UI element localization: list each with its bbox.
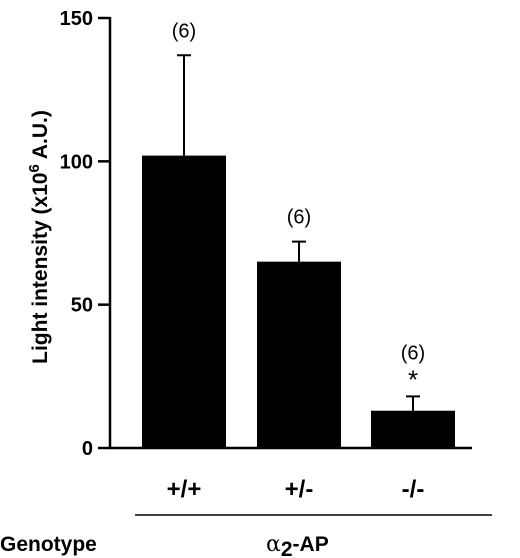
y-axis-label: Light intensity (x106 A.U.) — [26, 110, 52, 364]
category-label: -/- — [402, 476, 425, 503]
sample-size-label: (6) — [172, 20, 196, 42]
category-label: +/+ — [167, 476, 202, 503]
category-label: +/- — [285, 476, 314, 503]
sample-size-label: (6) — [401, 342, 425, 364]
sample-size-label: (6) — [287, 207, 311, 229]
x-categories: +/+ +/- -/- — [167, 476, 425, 503]
annotations: (6)(6)*(6) — [172, 20, 425, 394]
error-bars — [177, 54, 420, 411]
bar — [257, 261, 341, 448]
y-tick-label: 100 — [60, 151, 93, 173]
y-tick-label: 0 — [82, 438, 93, 460]
genotype-label: Genotype — [0, 533, 97, 556]
y-tick-label: 150 — [60, 8, 93, 30]
bars — [142, 155, 455, 448]
alpha2-ap-label: α2-AP — [266, 532, 329, 558]
bar — [142, 155, 226, 448]
y-tick-label: 50 — [71, 295, 93, 317]
y-ticks: 0 50 100 150 — [60, 8, 110, 460]
significance-marker: * — [408, 364, 418, 394]
bar — [371, 410, 455, 448]
